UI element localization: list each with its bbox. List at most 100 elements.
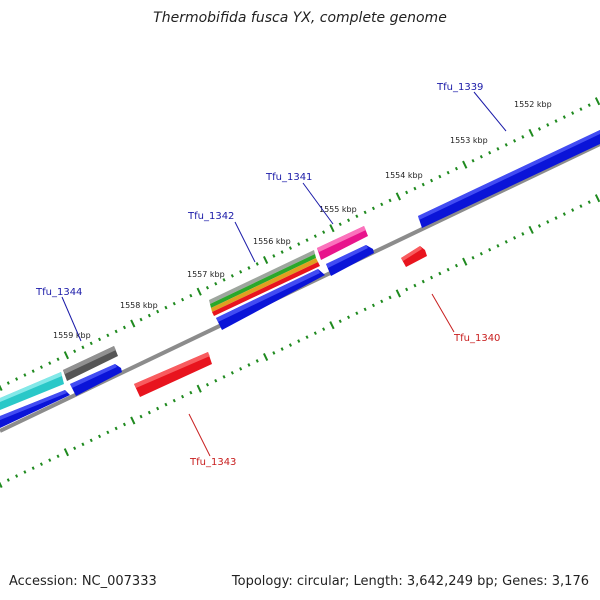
tick-mark-inner xyxy=(338,319,342,324)
tick-mark-inner xyxy=(164,402,168,407)
gene-label-tfu-1341[interactable]: Tfu_1341 xyxy=(265,172,312,183)
tick-mark-outer xyxy=(537,127,542,131)
tick-mark-inner xyxy=(504,240,508,244)
tick-mark-inner xyxy=(156,406,160,411)
tick-mark-inner xyxy=(471,255,475,260)
kbp-label-1557: 1557 kbp xyxy=(187,270,225,279)
tick-mark-outer xyxy=(255,262,259,266)
leader-lines xyxy=(61,91,507,457)
tick-mark-inner xyxy=(371,303,376,308)
tick-mark-inner xyxy=(446,267,450,272)
tick-mark-outer xyxy=(554,119,558,123)
kbp-label-1558: 1558 kbp xyxy=(120,301,158,310)
tick-mark-outer xyxy=(130,319,136,328)
gene-block-tfu-1341[interactable] xyxy=(317,226,374,276)
kbp-label-1552: 1552 kbp xyxy=(514,100,552,109)
tick-mark-inner xyxy=(554,216,558,220)
gene-label-tfu-1340[interactable]: Tfu_1340 xyxy=(453,333,500,344)
tick-mark-outer xyxy=(562,115,566,119)
tick-mark-inner xyxy=(479,251,483,256)
tick-mark-outer xyxy=(180,297,185,302)
tick-mark-inner xyxy=(205,382,210,387)
tick-mark-inner xyxy=(438,271,442,276)
tick-mark-outer xyxy=(346,218,351,223)
tick-mark-outer xyxy=(297,242,301,246)
gene-label-tfu-1343[interactable]: Tfu_1343 xyxy=(189,457,236,468)
tick-mark-inner xyxy=(429,275,434,280)
tick-mark-inner xyxy=(63,448,70,457)
tick-mark-inner xyxy=(405,287,409,292)
tick-mark-inner xyxy=(89,438,93,443)
tick-mark-inner xyxy=(222,375,226,379)
tick-mark-inner xyxy=(363,307,367,312)
tick-mark-outer xyxy=(156,309,160,314)
tick-mark-outer xyxy=(488,150,492,155)
tick-mark-inner xyxy=(106,430,110,435)
tick-mark-inner xyxy=(488,247,492,252)
accession-text: Accession: NC_007333 xyxy=(9,574,157,589)
gene-block-tfu-1343[interactable] xyxy=(134,352,212,397)
tick-mark-inner xyxy=(313,331,317,335)
gene-block-tfu-1344[interactable] xyxy=(63,346,122,396)
tick-mark-inner xyxy=(172,398,176,403)
tick-mark-outer xyxy=(504,143,508,147)
tick-mark-inner xyxy=(180,394,185,399)
gene-label-tfu-1339[interactable]: Tfu_1339 xyxy=(436,82,483,93)
gene-label-tfu-1344[interactable]: Tfu_1344 xyxy=(35,287,82,298)
tick-mark-outer xyxy=(172,301,176,306)
tick-mark-outer xyxy=(521,135,525,139)
tick-mark-inner xyxy=(305,335,309,339)
tick-mark-outer xyxy=(546,123,550,127)
tick-mark-inner xyxy=(0,481,3,489)
kbp-label-1553: 1553 kbp xyxy=(450,136,488,145)
tick-mark-outer xyxy=(413,186,417,191)
tick-mark-outer xyxy=(479,154,483,159)
kbp-label-1559: 1559 kbp xyxy=(53,331,91,340)
tick-mark-outer xyxy=(81,345,85,350)
tick-mark-outer xyxy=(280,250,284,254)
tick-mark-inner xyxy=(6,478,10,482)
tick-mark-outer xyxy=(239,270,243,274)
tick-mark-outer xyxy=(587,103,591,107)
tick-mark-outer xyxy=(512,139,517,143)
tick-mark-inner xyxy=(196,384,202,393)
tick-mark-inner xyxy=(413,283,417,288)
tick-mark-inner xyxy=(48,458,52,462)
tick-mark-outer xyxy=(421,182,425,187)
tick-mark-inner xyxy=(31,466,35,470)
tick-mark-inner xyxy=(230,371,234,375)
gene-block-tfu-1340[interactable] xyxy=(401,246,427,267)
tick-mark-outer xyxy=(23,373,27,377)
tick-mark-inner xyxy=(139,414,143,419)
tick-mark-inner xyxy=(147,410,151,415)
gene-block-tfu-1339[interactable] xyxy=(418,130,600,228)
tick-mark-outer xyxy=(139,317,143,322)
tick-mark-inner xyxy=(247,363,251,367)
tick-mark-inner xyxy=(546,220,550,224)
gene-label-tfu-1342[interactable]: Tfu_1342 xyxy=(187,211,234,222)
tick-mark-inner xyxy=(56,454,60,459)
tick-mark-outer xyxy=(122,325,127,330)
tick-mark-outer xyxy=(247,266,251,270)
tick-mark-outer xyxy=(405,190,409,195)
tick-mark-outer xyxy=(438,174,442,179)
tick-mark-outer xyxy=(114,329,118,334)
tick-mark-outer xyxy=(371,206,376,211)
tick-mark-outer xyxy=(594,97,600,106)
gene-block-tfu-1342[interactable] xyxy=(209,250,325,330)
tick-mark-inner xyxy=(322,327,326,331)
tick-mark-inner xyxy=(297,339,301,343)
gene-block-edge-left[interactable] xyxy=(0,372,70,428)
tick-mark-inner xyxy=(528,225,534,234)
tick-mark-outer xyxy=(388,198,392,203)
tick-mark-inner xyxy=(255,359,259,363)
tick-mark-inner xyxy=(454,263,459,268)
gene-labels: Tfu_1339 Tfu_1340 Tfu_1341 Tfu_1342 Tfu_… xyxy=(35,82,500,468)
tick-mark-outer xyxy=(189,293,193,298)
tick-mark-outer xyxy=(97,337,102,342)
tick-mark-inner xyxy=(189,390,193,395)
tick-mark-inner xyxy=(388,295,392,300)
tick-mark-inner xyxy=(562,212,566,216)
tick-mark-inner xyxy=(262,352,269,362)
